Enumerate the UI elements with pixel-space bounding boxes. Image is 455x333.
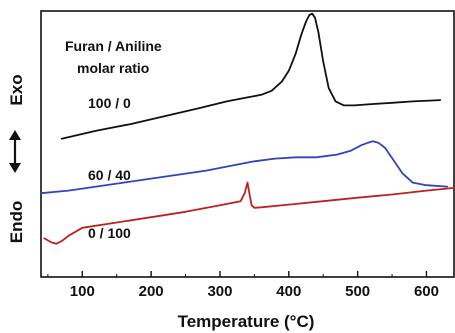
- x-axis-title: Temperature (°C): [178, 312, 315, 331]
- y-label-exo: Exo: [7, 74, 26, 105]
- x-tick-label-600: 600: [414, 283, 439, 300]
- x-tick-label-200: 200: [139, 283, 164, 300]
- y-label-endo: Endo: [7, 201, 26, 244]
- x-tick-label-500: 500: [345, 283, 370, 300]
- series-label-100-0: 100 / 0: [88, 95, 131, 111]
- annotation-title-line1: Furan / Aniline: [65, 38, 162, 54]
- series-line-2: [43, 181, 455, 245]
- plot-frame: [40, 10, 455, 278]
- series-line-0: [60, 12, 442, 140]
- x-tick-label-100: 100: [70, 283, 95, 300]
- double-arrow-icon: [9, 130, 21, 173]
- x-axis-ticks: 100 200 300 400 500 600: [47, 271, 439, 300]
- series-label-0-100: 0 / 100: [88, 225, 131, 241]
- series-layer: [40, 12, 455, 245]
- annotation-title-line2: molar ratio: [77, 60, 149, 76]
- x-tick-label-300: 300: [207, 283, 232, 300]
- series-label-60-40: 60 / 40: [88, 167, 131, 183]
- x-tick-label-400: 400: [276, 283, 301, 300]
- series-line-1: [40, 140, 449, 195]
